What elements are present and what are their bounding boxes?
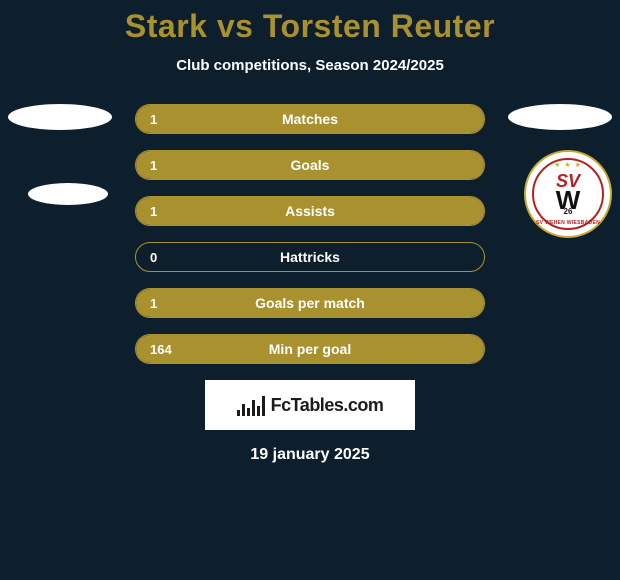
branding-text: FcTables.com [271, 395, 384, 416]
stat-label: Assists [136, 203, 484, 219]
branding-bar [252, 400, 255, 416]
branding-bar [262, 396, 265, 416]
branding-bar [242, 404, 245, 416]
stat-row: 0Hattricks [135, 242, 485, 272]
stat-row: 164Min per goal [135, 334, 485, 364]
stats-rows: ★ ★ ★ SV W 26 SV WEHEN WIESBADEN 1Matche… [0, 104, 620, 364]
stat-label: Min per goal [136, 341, 484, 357]
comparison-card: Stark vs Torsten Reuter Club competition… [0, 0, 620, 464]
stat-label: Hattricks [136, 249, 484, 265]
branding-badge: FcTables.com [205, 380, 415, 430]
stat-row: 1Goals per match [135, 288, 485, 318]
stat-row: 1Goals [135, 150, 485, 180]
stat-label: Goals per match [136, 295, 484, 311]
subtitle: Club competitions, Season 2024/2025 [0, 57, 620, 74]
branding-bar [247, 408, 250, 416]
branding-bars-icon [237, 394, 265, 416]
snapshot-date: 19 january 2025 [0, 446, 620, 464]
stat-row: 1Assists [135, 196, 485, 226]
branding-bar [257, 406, 260, 416]
stat-label: Matches [136, 111, 484, 127]
page-title: Stark vs Torsten Reuter [0, 8, 620, 45]
stat-label: Goals [136, 157, 484, 173]
branding-bar [237, 410, 240, 416]
stat-row: 1Matches [135, 104, 485, 134]
